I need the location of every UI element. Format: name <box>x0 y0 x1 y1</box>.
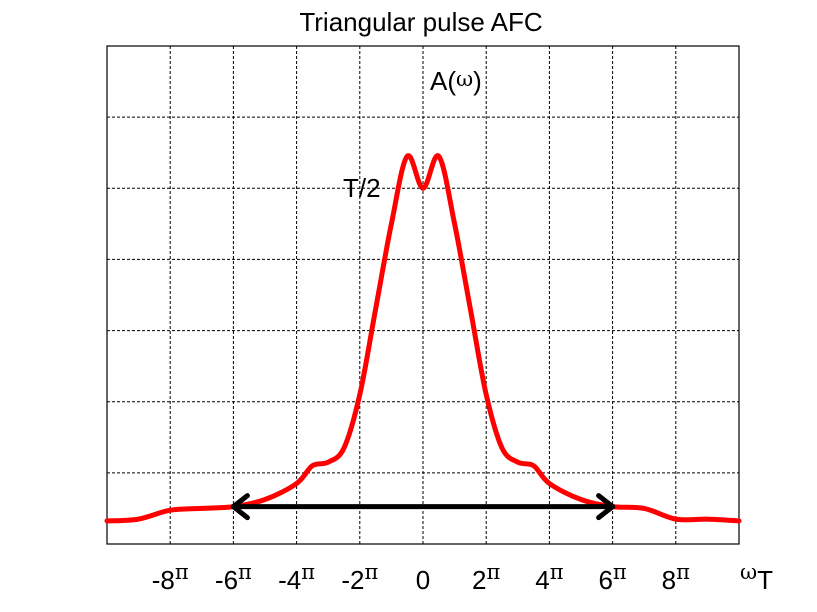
x-tick-label: 2π <box>472 560 500 595</box>
bandwidth-double-arrow <box>230 493 616 521</box>
x-tick-label: -6π <box>215 560 252 595</box>
x-tick-label: -8π <box>152 560 189 595</box>
peak-label: T/2 <box>343 173 381 203</box>
x-tick-label: 8π <box>662 560 690 595</box>
x-tick-label: -4π <box>278 560 315 595</box>
y-axis-label: A(ω) <box>430 66 482 96</box>
grid <box>107 46 739 544</box>
x-tick-label: 4π <box>535 560 563 595</box>
x-tick-label: 6π <box>598 560 626 595</box>
afc-curve <box>104 153 742 524</box>
x-tick-label: 0 <box>416 565 430 595</box>
x-axis-label: ωT <box>740 560 773 595</box>
x-tick-labels: -8π -6π -4π -2π 0 2π 4π 6π 8π <box>152 560 690 595</box>
plot-frame <box>106 45 740 545</box>
arrow-head-right <box>596 493 616 521</box>
chart-title: Triangular pulse AFC <box>299 7 542 37</box>
arrow-head-left <box>230 493 250 521</box>
x-tick-label: -2π <box>341 560 378 595</box>
